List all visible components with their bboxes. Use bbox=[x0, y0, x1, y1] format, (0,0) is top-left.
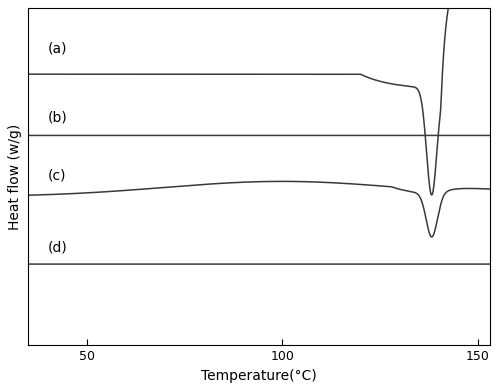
Text: (c): (c) bbox=[48, 169, 66, 183]
Text: (d): (d) bbox=[48, 241, 67, 255]
X-axis label: Temperature(°C): Temperature(°C) bbox=[201, 369, 316, 383]
Text: (a): (a) bbox=[48, 42, 67, 56]
Text: (b): (b) bbox=[48, 111, 67, 125]
Y-axis label: Heat flow (w/g): Heat flow (w/g) bbox=[8, 124, 22, 230]
